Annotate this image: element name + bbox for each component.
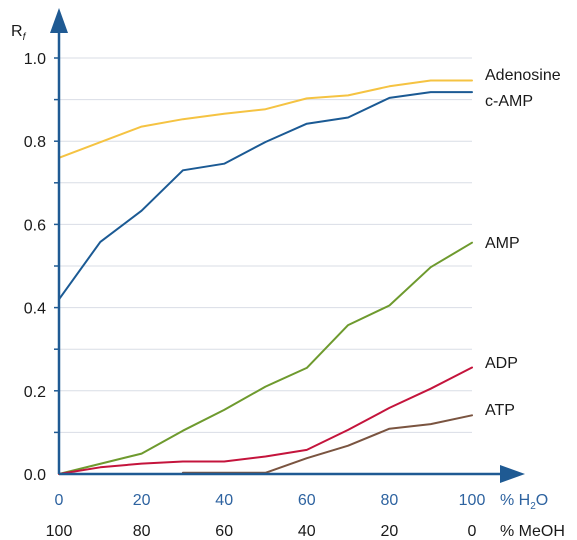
x-axis-arrow	[500, 465, 525, 483]
x-tick-label: 0	[55, 492, 64, 509]
series-line-amp	[58, 241, 473, 475]
y-tick-label: 0.2	[24, 384, 46, 401]
series-labels: Adenosine c-AMP AMP ADP ATP	[485, 67, 561, 419]
y-tick-labels: 0.0 0.2 0.4 0.6 0.8 1.0	[24, 51, 46, 484]
x2-tick-label: 40	[298, 523, 316, 540]
x2-tick-label: 80	[133, 523, 151, 540]
x-axis-label: % H2O	[500, 492, 548, 512]
series-label: AMP	[485, 235, 520, 252]
x-tick-label: 100	[459, 492, 486, 509]
x2-axis-label: % MeOH	[500, 523, 565, 540]
y-tick-label: 1.0	[24, 51, 46, 68]
y-axis-label: Rf	[11, 23, 27, 43]
series-lines	[58, 79, 473, 475]
x2-tick-label: 100	[46, 523, 73, 540]
x2-tick-label: 0	[468, 523, 477, 540]
series-line-adp	[58, 366, 473, 475]
series-label: Adenosine	[485, 67, 561, 84]
series-label: ADP	[485, 355, 518, 372]
x-tick-labels: 0 20 40 60 80 100	[55, 492, 486, 509]
y-tick-label: 0.6	[24, 217, 46, 234]
x2-tick-labels: 100 80 60 40 20 0	[46, 523, 477, 540]
y-tick-label: 0.4	[24, 301, 46, 318]
y-tick-label: 0.8	[24, 134, 46, 151]
series-line-c-amp	[58, 91, 473, 301]
x-tick-label: 60	[298, 492, 316, 509]
axes	[50, 8, 525, 483]
x2-tick-label: 60	[215, 523, 233, 540]
series-label: ATP	[485, 402, 515, 419]
series-line-atp	[181, 414, 473, 474]
x2-tick-label: 20	[381, 523, 399, 540]
series-line-adenosine	[58, 79, 473, 159]
y-tick-label: 0.0	[24, 467, 46, 484]
y-axis-arrow	[50, 8, 68, 33]
grid-lines	[59, 57, 472, 433]
x-tick-label: 20	[133, 492, 151, 509]
series-label: c-AMP	[485, 93, 533, 110]
x-tick-label: 40	[215, 492, 233, 509]
x-tick-label: 80	[381, 492, 399, 509]
